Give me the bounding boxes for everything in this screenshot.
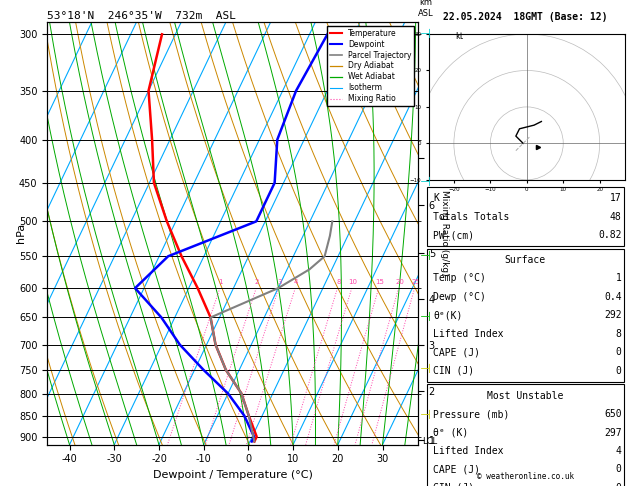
Text: Surface: Surface (504, 255, 546, 265)
Text: 0: 0 (616, 366, 621, 376)
Text: 4: 4 (616, 446, 621, 456)
Text: K: K (433, 193, 439, 203)
Text: 15: 15 (375, 279, 384, 285)
Text: 4: 4 (294, 279, 298, 285)
Text: CIN (J): CIN (J) (433, 366, 474, 376)
Text: 0: 0 (616, 465, 621, 474)
Text: 53°18'N  246°35'W  732m  ASL: 53°18'N 246°35'W 732m ASL (47, 11, 236, 21)
Text: PW (cm): PW (cm) (433, 230, 474, 240)
Text: ⊣: ⊣ (420, 176, 431, 189)
Text: 292: 292 (604, 311, 621, 320)
X-axis label: Dewpoint / Temperature (°C): Dewpoint / Temperature (°C) (153, 470, 313, 480)
Text: hPa: hPa (16, 223, 26, 243)
Bar (427, 187, 623, 246)
Text: θᵉ (K): θᵉ (K) (433, 428, 468, 437)
Text: ⊣: ⊣ (420, 364, 431, 376)
Text: 10: 10 (348, 279, 357, 285)
Text: 0: 0 (616, 347, 621, 357)
Text: 8: 8 (616, 329, 621, 339)
Text: Most Unstable: Most Unstable (487, 391, 564, 400)
Text: 1: 1 (219, 279, 223, 285)
Text: 8: 8 (336, 279, 341, 285)
Text: ⊣: ⊣ (420, 250, 431, 263)
Text: CIN (J): CIN (J) (433, 483, 474, 486)
Text: Totals Totals: Totals Totals (433, 212, 509, 222)
Text: © weatheronline.co.uk: © weatheronline.co.uk (477, 472, 574, 481)
Text: 0.4: 0.4 (604, 292, 621, 302)
Text: Dewp (°C): Dewp (°C) (433, 292, 486, 302)
Text: ⊣: ⊣ (420, 311, 431, 324)
Text: LCL: LCL (422, 437, 437, 446)
Text: 20: 20 (395, 279, 404, 285)
Text: Pressure (mb): Pressure (mb) (433, 409, 509, 419)
Text: CAPE (J): CAPE (J) (433, 465, 480, 474)
Y-axis label: Mixing Ratio (g/kg): Mixing Ratio (g/kg) (440, 191, 449, 276)
Text: 297: 297 (604, 428, 621, 437)
Text: 48: 48 (610, 212, 621, 222)
Text: 17: 17 (610, 193, 621, 203)
Text: CAPE (J): CAPE (J) (433, 347, 480, 357)
Text: kt: kt (455, 33, 464, 41)
Text: 650: 650 (604, 409, 621, 419)
Bar (427, 384, 623, 486)
Text: Lifted Index: Lifted Index (433, 329, 503, 339)
Text: 3: 3 (277, 279, 282, 285)
Text: Temp (°C): Temp (°C) (433, 274, 486, 283)
Text: km
ASL: km ASL (418, 0, 433, 17)
Text: 0: 0 (616, 483, 621, 486)
Text: 25: 25 (411, 279, 420, 285)
Text: ⊣: ⊣ (420, 409, 431, 422)
Text: θᵉ(K): θᵉ(K) (433, 311, 462, 320)
Text: 22.05.2024  18GMT (Base: 12): 22.05.2024 18GMT (Base: 12) (443, 12, 608, 22)
Text: 2: 2 (255, 279, 259, 285)
Text: 0.82: 0.82 (598, 230, 621, 240)
Bar (427, 249, 623, 382)
Text: Lifted Index: Lifted Index (433, 446, 503, 456)
Legend: Temperature, Dewpoint, Parcel Trajectory, Dry Adiabat, Wet Adiabat, Isotherm, Mi: Temperature, Dewpoint, Parcel Trajectory… (327, 26, 415, 106)
Text: ⊣: ⊣ (420, 28, 431, 41)
Text: 1: 1 (616, 274, 621, 283)
